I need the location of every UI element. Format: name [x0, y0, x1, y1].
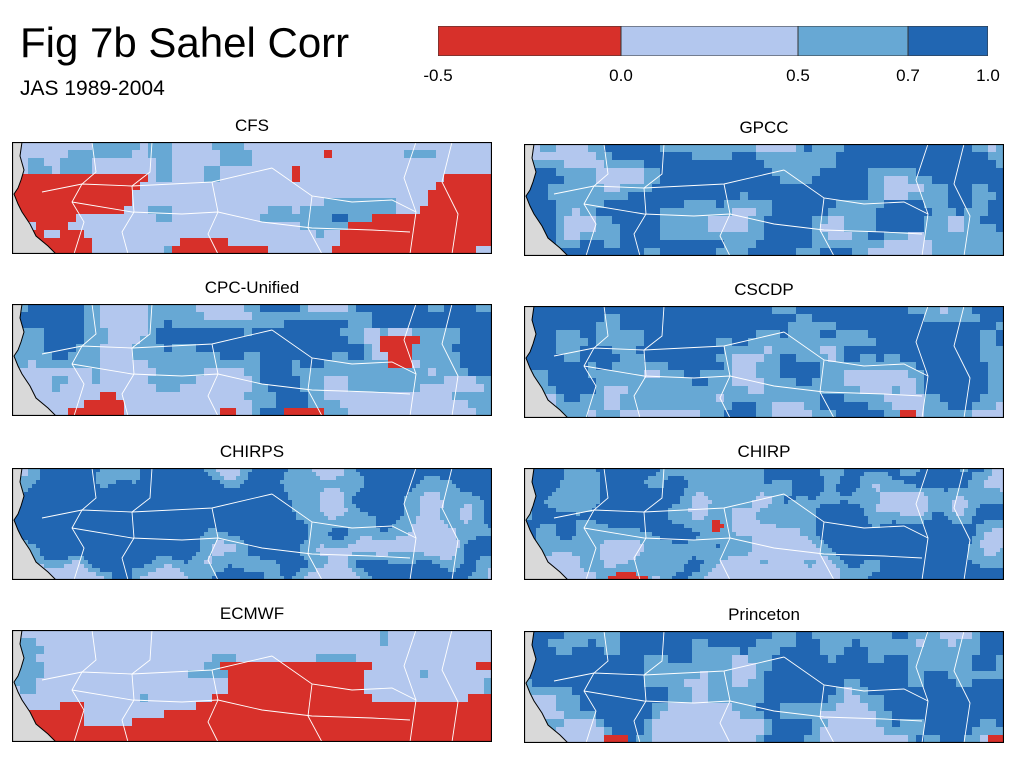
panel-title: CHIRP	[737, 442, 791, 461]
ocean-mask	[524, 306, 569, 418]
country-borders	[41, 142, 459, 254]
map-frame	[524, 631, 1004, 743]
correlation-map	[12, 630, 492, 742]
panel-title: ECMWF	[219, 604, 285, 623]
colorbar-tick-label: -0.5	[423, 66, 453, 85]
colorbar-tick-label: 0.7	[896, 66, 920, 85]
colorbar-bin	[438, 26, 622, 56]
colorbar-bin	[620, 26, 799, 56]
panel-title: GPCC	[739, 118, 789, 137]
ocean-mask	[524, 631, 569, 743]
panel-title: CHIRPS	[219, 442, 285, 461]
colorbar-tick-label: 1.0	[976, 66, 1000, 85]
panel-title: CFS	[235, 116, 269, 135]
map-panel-gpcc: GPCC	[524, 118, 1004, 260]
map-frame	[12, 468, 492, 580]
correlation-cells	[524, 144, 1004, 256]
map-frame	[12, 630, 492, 742]
country-borders	[553, 631, 971, 743]
correlation-cells	[12, 630, 492, 742]
colorbar-bin	[797, 26, 909, 56]
panel-title: CPC-Unified	[204, 278, 300, 297]
correlation-cells	[12, 304, 492, 416]
ocean-mask	[12, 630, 57, 742]
country-borders	[41, 468, 459, 580]
correlation-cells	[12, 142, 492, 254]
map-frame	[524, 306, 1004, 418]
ocean-mask	[12, 304, 57, 416]
map-panel-cscdp: CSCDP	[524, 280, 1004, 422]
correlation-cells	[524, 306, 1004, 418]
map-frame	[12, 142, 492, 254]
colorbar-bar	[438, 26, 988, 56]
country-borders	[41, 630, 459, 742]
panel-title: CSCDP	[734, 280, 794, 299]
colorbar-tick-label: 0.5	[786, 66, 810, 85]
colorbar-bin	[907, 26, 988, 56]
correlation-map	[12, 468, 492, 580]
map-panel-cpc-unified: CPC-Unified	[12, 278, 492, 420]
colorbar	[438, 26, 988, 56]
panel-title: Princeton	[728, 605, 800, 624]
map-frame	[524, 144, 1004, 256]
correlation-map	[12, 142, 492, 254]
map-panel-princeton: Princeton	[524, 605, 1004, 747]
figure-title: Fig 7b Sahel Corr	[20, 19, 350, 66]
country-borders	[553, 468, 971, 580]
country-borders	[553, 306, 971, 418]
correlation-map	[524, 306, 1004, 418]
country-borders	[41, 304, 459, 416]
correlation-map	[524, 631, 1004, 743]
correlation-map	[524, 468, 1004, 580]
correlation-cells	[524, 468, 1004, 580]
map-frame	[524, 468, 1004, 580]
correlation-cells	[12, 468, 492, 580]
ocean-mask	[524, 144, 569, 256]
ocean-mask	[12, 468, 57, 580]
ocean-mask	[524, 468, 569, 580]
map-panel-chirp: CHIRP	[524, 442, 1004, 584]
correlation-map	[12, 304, 492, 416]
ocean-mask	[12, 142, 57, 254]
correlation-cells	[524, 631, 1004, 743]
map-panel-ecmwf: ECMWF	[12, 604, 492, 746]
correlation-map	[524, 144, 1004, 256]
colorbar-tick-label: 0.0	[609, 66, 633, 85]
map-panel-cfs: CFS	[12, 116, 492, 258]
map-panel-chirps: CHIRPS	[12, 442, 492, 584]
figure-subtitle: JAS 1989-2004	[20, 77, 165, 100]
country-borders	[553, 144, 971, 256]
map-frame	[12, 304, 492, 416]
